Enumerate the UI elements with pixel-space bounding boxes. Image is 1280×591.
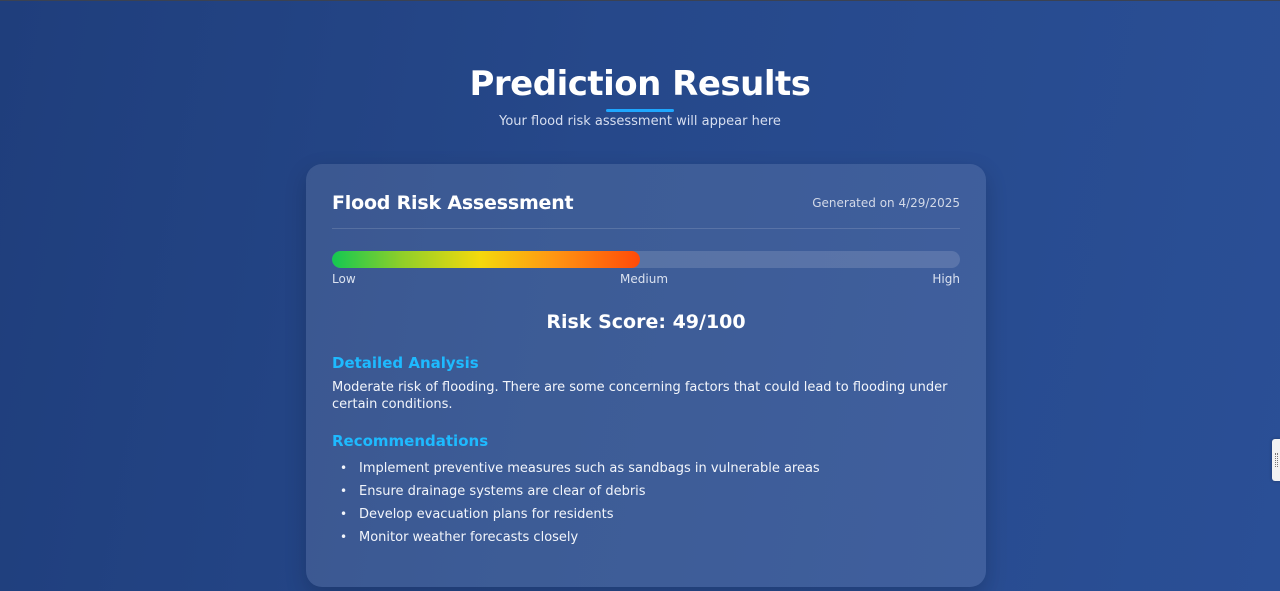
gauge-label-low: Low: [332, 272, 356, 286]
recommendation-item: • Monitor weather forecasts closely: [332, 526, 960, 549]
card-header: Flood Risk Assessment Generated on 4/29/…: [332, 190, 960, 229]
top-border: [0, 0, 1280, 1]
bullet-icon: •: [340, 530, 348, 544]
results-header: Prediction Results Your flood risk asses…: [0, 62, 1280, 131]
risk-gauge-fill: [332, 251, 640, 268]
bullet-icon: •: [340, 461, 348, 475]
recommendation-text: Ensure drainage systems are clear of deb…: [359, 484, 646, 499]
side-panel-tab[interactable]: [1272, 439, 1280, 481]
card-title: Flood Risk Assessment: [332, 192, 574, 214]
generated-date: Generated on 4/29/2025: [812, 196, 960, 210]
risk-gauge-labels: Low Medium High: [332, 272, 960, 287]
recommendation-text: Develop evacuation plans for residents: [359, 507, 614, 522]
recommendation-text: Implement preventive measures such as sa…: [359, 461, 820, 476]
recommendations-heading: Recommendations: [332, 432, 489, 450]
gauge-label-high: High: [932, 272, 960, 286]
page-subtitle: Your flood risk assessment will appear h…: [499, 114, 781, 129]
gauge-label-medium: Medium: [620, 272, 669, 286]
recommendation-item: • Implement preventive measures such as …: [332, 457, 960, 480]
bullet-icon: •: [340, 507, 348, 521]
recommendation-text: Monitor weather forecasts closely: [359, 530, 579, 545]
recommendation-item: • Develop evacuation plans for residents: [332, 503, 960, 526]
title-underline: [606, 109, 674, 112]
bullet-icon: •: [340, 484, 348, 498]
page-title: Prediction Results: [469, 64, 811, 104]
analysis-text: Moderate risk of flooding. There are som…: [332, 380, 948, 412]
recommendation-item: • Ensure drainage systems are clear of d…: [332, 480, 960, 503]
recommendations-list: • Implement preventive measures such as …: [332, 457, 960, 549]
risk-score: Risk Score: 49/100: [546, 311, 746, 333]
assessment-card: Flood Risk Assessment Generated on 4/29/…: [306, 164, 986, 587]
analysis-heading: Detailed Analysis: [332, 354, 479, 372]
drag-handle-icon: [1275, 453, 1278, 467]
risk-gauge: [332, 251, 960, 268]
